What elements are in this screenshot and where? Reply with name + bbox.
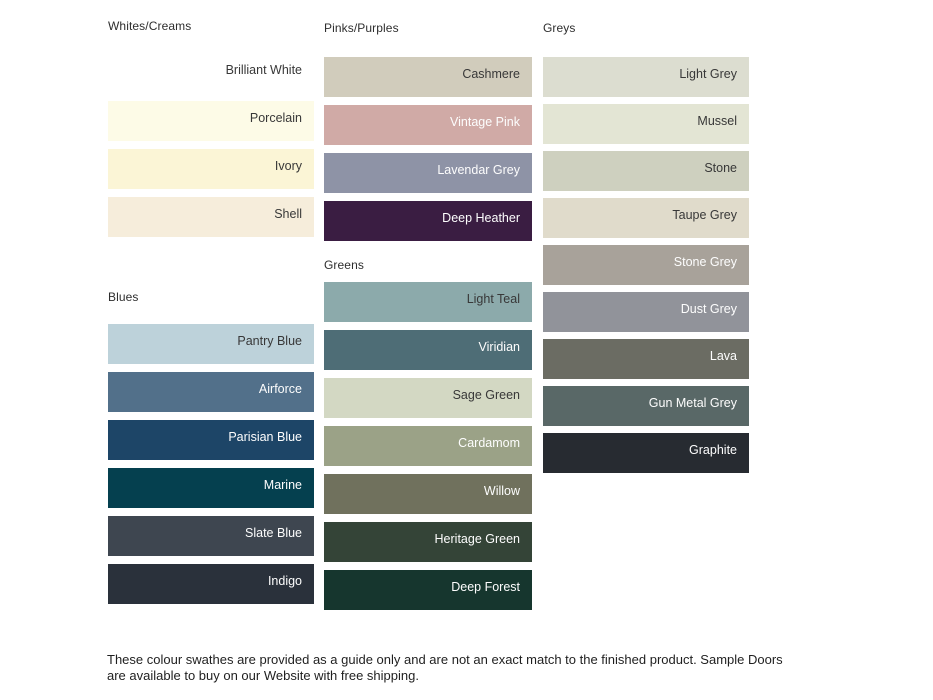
swatch-slate-blue: Slate Blue [108,516,314,556]
swatch-stack-blues: Pantry Blue Airforce Parisian Blue Marine Sl… [108,324,314,604]
swatch-label: Graphite [689,443,737,457]
swatch-porcelain: Porcelain [108,101,314,141]
swatch-stone-grey: Stone Grey [543,245,749,285]
swatch-label: Sage Green [452,388,520,402]
swatch-willow: Willow [324,474,532,514]
swatch-label: Gun Metal Grey [648,396,737,410]
swatch-label: Indigo [267,574,302,588]
group-header-whites-creams: Whites/Creams [108,19,192,33]
swatch-label: Slate Blue [245,526,302,540]
swatch-parisian-blue: Parisian Blue [108,420,314,460]
swatch-label: Pantry Blue [237,334,302,348]
swatch-marine: Marine [108,468,314,508]
swatch-label: Light Grey [679,67,737,81]
swatch-label: Deep Forest [451,580,520,594]
swatch-gun-metal-grey: Gun Metal Grey [543,386,749,426]
swatch-label: Brilliant White [225,63,302,77]
swatch-label: Mussel [697,114,737,128]
group-greys: Greys Light Grey Mussel Stone Taupe Grey Sto… [543,21,749,473]
swatch-label: Parisian Blue [228,430,302,444]
swatch-viridian: Viridian [324,330,532,370]
swatch-heritage-green: Heritage Green [324,522,532,562]
group-header-blues: Blues [108,290,139,304]
swatch-sage-green: Sage Green [324,378,532,418]
group-header-pinks-purples: Pinks/Purples [324,21,399,35]
swatch-stack-greys: Light Grey Mussel Stone Taupe Grey Stone Gre… [543,57,749,473]
swatch-stone: Stone [543,151,749,191]
swatch-label: Stone [704,161,737,175]
swatch-label: Lava [709,349,737,363]
swatch-label: Willow [483,484,520,498]
swatch-label: Porcelain [249,111,302,125]
swatch-cardamom: Cardamom [324,426,532,466]
swatch-label: Deep Heather [442,211,520,225]
swatch-label: Lavendar Grey [437,163,520,177]
swatch-airforce: Airforce [108,372,314,412]
swatch-brilliant-white: Brilliant White [108,53,314,93]
group-header-greys: Greys [543,21,576,35]
swatch-label: Marine [263,478,302,492]
swatch-graphite: Graphite [543,433,749,473]
swatch-shell: Shell [108,197,314,237]
swatch-mussel: Mussel [543,104,749,144]
swatch-label: Airforce [258,382,302,396]
swatch-dust-grey: Dust Grey [543,292,749,332]
swatch-deep-heather: Deep Heather [324,201,532,241]
group-greens: Greens Light Teal Viridian Sage Green Carda… [324,258,532,610]
swatch-label: Dust Grey [680,302,737,316]
swatch-label: Light Teal [466,292,520,306]
swatch-label: Cashmere [462,67,520,81]
disclaimer-text: These colour swathes are provided as a g… [107,652,783,683]
swatch-label: Ivory [274,159,302,173]
swatch-light-grey: Light Grey [543,57,749,97]
swatch-stack-greens: Light Teal Viridian Sage Green Cardamom Will… [324,282,532,610]
swatch-light-teal: Light Teal [324,282,532,322]
swatch-stack-whites-creams: Brilliant White Porcelain Ivory Shell [108,53,314,237]
swatch-label: Taupe Grey [672,208,737,222]
swatch-label: Cardamom [458,436,520,450]
swatch-label: Stone Grey [673,255,737,269]
swatch-indigo: Indigo [108,564,314,604]
swatch-label: Viridian [478,340,520,354]
group-blues: Blues Pantry Blue Airforce Parisian Blue Ma… [108,290,314,604]
swatch-lava: Lava [543,339,749,379]
group-pinks-purples: Pinks/Purples Cashmere Vintage Pink Lavend… [324,21,532,241]
swatch-deep-forest: Deep Forest [324,570,532,610]
swatch-taupe-grey: Taupe Grey [543,198,749,238]
swatch-stack-pinks-purples: Cashmere Vintage Pink Lavendar Grey Deep He… [324,57,532,241]
swatch-label: Vintage Pink [450,115,520,129]
group-header-greens: Greens [324,258,364,272]
swatch-cashmere: Cashmere [324,57,532,97]
swatch-label: Heritage Green [434,532,520,546]
group-whites-creams: Whites/Creams Brilliant White Porcelain Iv… [108,19,314,237]
swatch-label: Shell [274,207,302,221]
swatch-ivory: Ivory [108,149,314,189]
swatch-vintage-pink: Vintage Pink [324,105,532,145]
swatch-lavendar-grey: Lavendar Grey [324,153,532,193]
swatch-pantry-blue: Pantry Blue [108,324,314,364]
